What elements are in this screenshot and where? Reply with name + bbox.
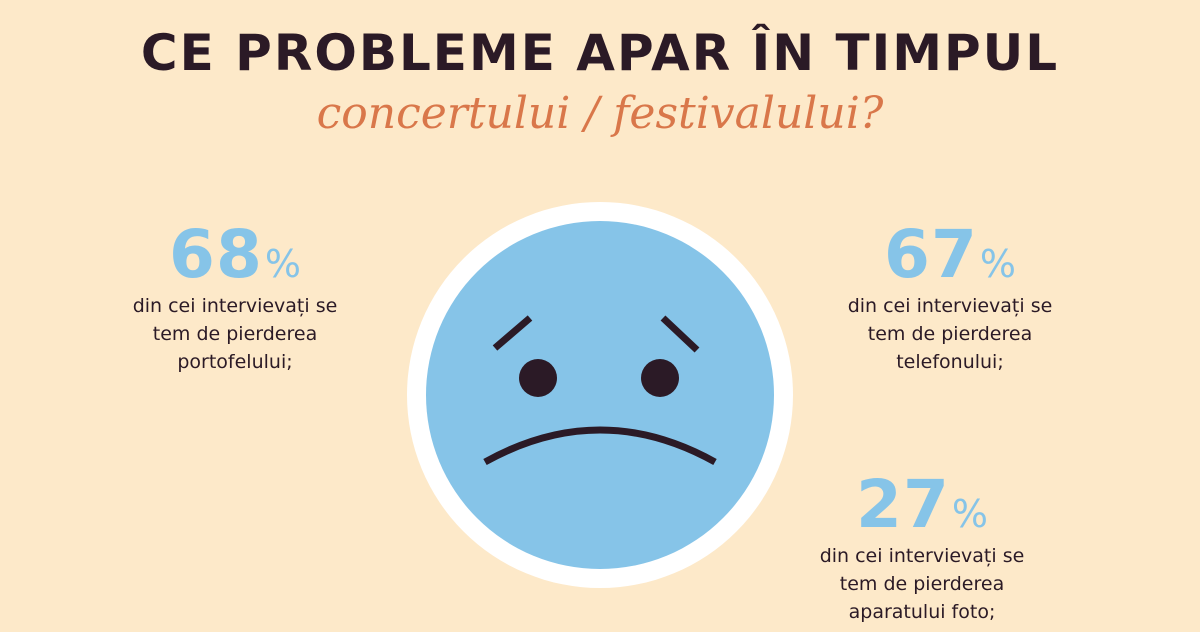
left-eye — [519, 359, 557, 397]
stat-wallet-value: 68 — [169, 216, 263, 293]
stat-phone-value: 67 — [884, 216, 978, 293]
sad-face-icon — [407, 202, 793, 588]
right-eyebrow — [660, 315, 700, 353]
stat-camera-unit: % — [951, 492, 988, 536]
stat-wallet: 68% din cei intervievați se tem de pierd… — [100, 222, 370, 376]
stat-phone-unit: % — [979, 242, 1016, 286]
stat-camera-figure: 27% — [787, 472, 1057, 538]
right-eye — [641, 359, 679, 397]
stat-phone-figure: 67% — [815, 222, 1085, 288]
left-eyebrow — [492, 315, 533, 351]
stat-phone: 67% din cei intervievați se tem de pierd… — [815, 222, 1085, 376]
stat-camera: 27% din cei intervievați se tem de pierd… — [787, 472, 1057, 626]
stat-wallet-unit: % — [264, 242, 301, 286]
frown-mouth — [483, 426, 717, 466]
stat-camera-value: 27 — [856, 466, 950, 543]
stat-camera-text: din cei intervievați se tem de pierderea… — [819, 545, 1025, 623]
face-disc — [426, 221, 774, 569]
headline-title: CE PROBLEME APAR ÎN TIMPUL — [140, 24, 1060, 82]
headline-subtitle: concertului / festivalului? — [316, 88, 884, 139]
stat-wallet-text: din cei intervievați se tem de pierderea… — [132, 295, 338, 373]
stat-phone-text: din cei intervievați se tem de pierderea… — [847, 295, 1053, 373]
stat-wallet-figure: 68% — [100, 222, 370, 288]
